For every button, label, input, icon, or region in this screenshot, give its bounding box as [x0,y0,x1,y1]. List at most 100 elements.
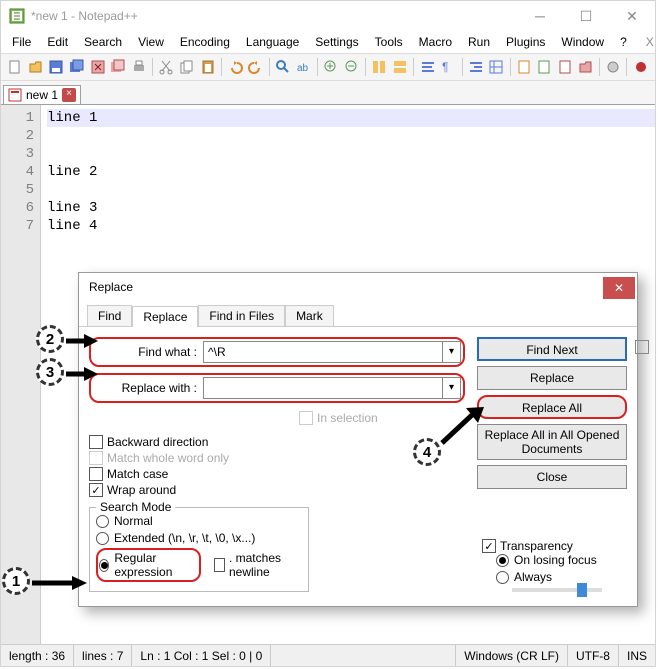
paste-icon[interactable] [197,56,218,78]
replace-icon[interactable]: ab [294,56,315,78]
searchmode-fieldset: Search Mode Normal Extended (\n, \r, \t,… [89,507,309,592]
menu-tools[interactable]: Tools [368,33,410,51]
allchars-icon[interactable]: ¶ [438,56,459,78]
regex-label: Regular expression [114,551,193,579]
status-length: length : 36 [1,645,74,666]
find-input[interactable] [204,342,442,362]
tab-find[interactable]: Find [87,305,132,326]
replaceall-button[interactable]: Replace All [477,395,627,419]
always-label: Always [514,570,552,584]
toolbar: ab ¶ [1,53,655,81]
replace-input[interactable] [204,378,442,398]
inselection-label: In selection [317,411,378,425]
menubar: File Edit Search View Encoding Language … [1,31,655,53]
line-gutter: 1234567 [1,105,41,644]
replaceall-docs-button[interactable]: Replace All in All Opened Documents [477,424,627,460]
cut-icon[interactable] [156,56,177,78]
tab-close-icon[interactable]: × [62,88,76,102]
chevron-down-icon[interactable]: ▾ [442,378,460,398]
menu-close-x[interactable]: X [636,33,658,51]
transparency-group: ✓Transparency On losing focus Always [482,539,627,592]
menu-language[interactable]: Language [239,33,306,51]
findnext-extra-checkbox[interactable] [635,340,649,354]
tab-findinfiles[interactable]: Find in Files [198,305,285,326]
document-tab[interactable]: new 1 × [3,85,81,104]
zoomin-icon[interactable] [321,56,342,78]
close-button[interactable]: Close [477,465,627,489]
always-radio[interactable] [496,571,509,584]
code-line: line 4 [47,218,97,234]
print-icon[interactable] [129,56,150,78]
menu-macro[interactable]: Macro [412,33,459,51]
code-line: line 1 [47,109,655,127]
record-icon[interactable] [630,56,651,78]
menu-edit[interactable]: Edit [40,33,75,51]
extended-radio[interactable] [96,532,109,545]
guide-icon[interactable] [486,56,507,78]
copy-icon[interactable] [177,56,198,78]
findnext-button[interactable]: Find Next [477,337,627,361]
closeall-icon[interactable] [108,56,129,78]
onlosing-label: On losing focus [514,553,597,567]
chevron-down-icon[interactable]: ▾ [442,342,460,362]
find-combo[interactable]: ▾ [203,341,461,363]
replace-button[interactable]: Replace [477,366,627,390]
searchmode-legend: Search Mode [96,500,175,514]
status-enc: UTF-8 [568,645,619,666]
funclist-icon[interactable] [555,56,576,78]
sync2-icon[interactable] [390,56,411,78]
menu-plugins[interactable]: Plugins [499,33,552,51]
tabbar: new 1 × [1,81,655,105]
tab-replace[interactable]: Replace [132,306,198,327]
close-button[interactable]: ✕ [609,1,655,31]
replace-combo[interactable]: ▾ [203,377,461,399]
wrap-checkbox[interactable]: ✓ [89,483,103,497]
menu-help[interactable]: ? [613,33,634,51]
sync-icon[interactable] [369,56,390,78]
wordwrap-icon[interactable] [417,56,438,78]
status-ins: INS [619,645,655,666]
titlebar: *new 1 - Notepad++ ─ ☐ ✕ [1,1,655,31]
statusbar: length : 36 lines : 7 Ln : 1 Col : 1 Sel… [1,644,655,666]
matchesnewline-checkbox[interactable] [214,558,225,572]
tab-mark[interactable]: Mark [285,305,334,326]
menu-view[interactable]: View [131,33,171,51]
normal-label: Normal [114,514,153,528]
window-title: *new 1 - Notepad++ [31,9,517,23]
status-pos: Ln : 1 Col : 1 Sel : 0 | 0 [132,645,271,666]
undo-icon[interactable] [225,56,246,78]
find-icon[interactable] [273,56,294,78]
maximize-button[interactable]: ☐ [563,1,609,31]
save-icon[interactable] [46,56,67,78]
regex-radio[interactable] [99,559,109,572]
transparency-slider[interactable] [512,588,602,592]
dialog-titlebar[interactable]: Replace ✕ [79,273,637,301]
open-icon[interactable] [26,56,47,78]
matchcase-checkbox[interactable] [89,467,103,481]
menu-window[interactable]: Window [554,33,611,51]
dialog-title: Replace [89,280,603,294]
new-icon[interactable] [5,56,26,78]
saveall-icon[interactable] [67,56,88,78]
onlosing-radio[interactable] [496,554,509,567]
indent-icon[interactable] [465,56,486,78]
redo-icon[interactable] [245,56,266,78]
zoomout-icon[interactable] [342,56,363,78]
monitor-icon[interactable] [603,56,624,78]
transparency-checkbox[interactable]: ✓ [482,539,496,553]
menu-run[interactable]: Run [461,33,497,51]
closedoc-icon[interactable] [87,56,108,78]
wholeword-label: Match whole word only [107,451,229,465]
normal-radio[interactable] [96,515,109,528]
menu-settings[interactable]: Settings [308,33,365,51]
minimize-button[interactable]: ─ [517,1,563,31]
dialog-close-icon[interactable]: ✕ [603,277,635,299]
menu-search[interactable]: Search [77,33,129,51]
doclist-icon[interactable] [514,56,535,78]
docmap-icon[interactable] [534,56,555,78]
folder-icon[interactable] [575,56,596,78]
modified-icon [8,88,22,102]
backward-checkbox[interactable] [89,435,103,449]
menu-encoding[interactable]: Encoding [173,33,237,51]
menu-file[interactable]: File [5,33,38,51]
